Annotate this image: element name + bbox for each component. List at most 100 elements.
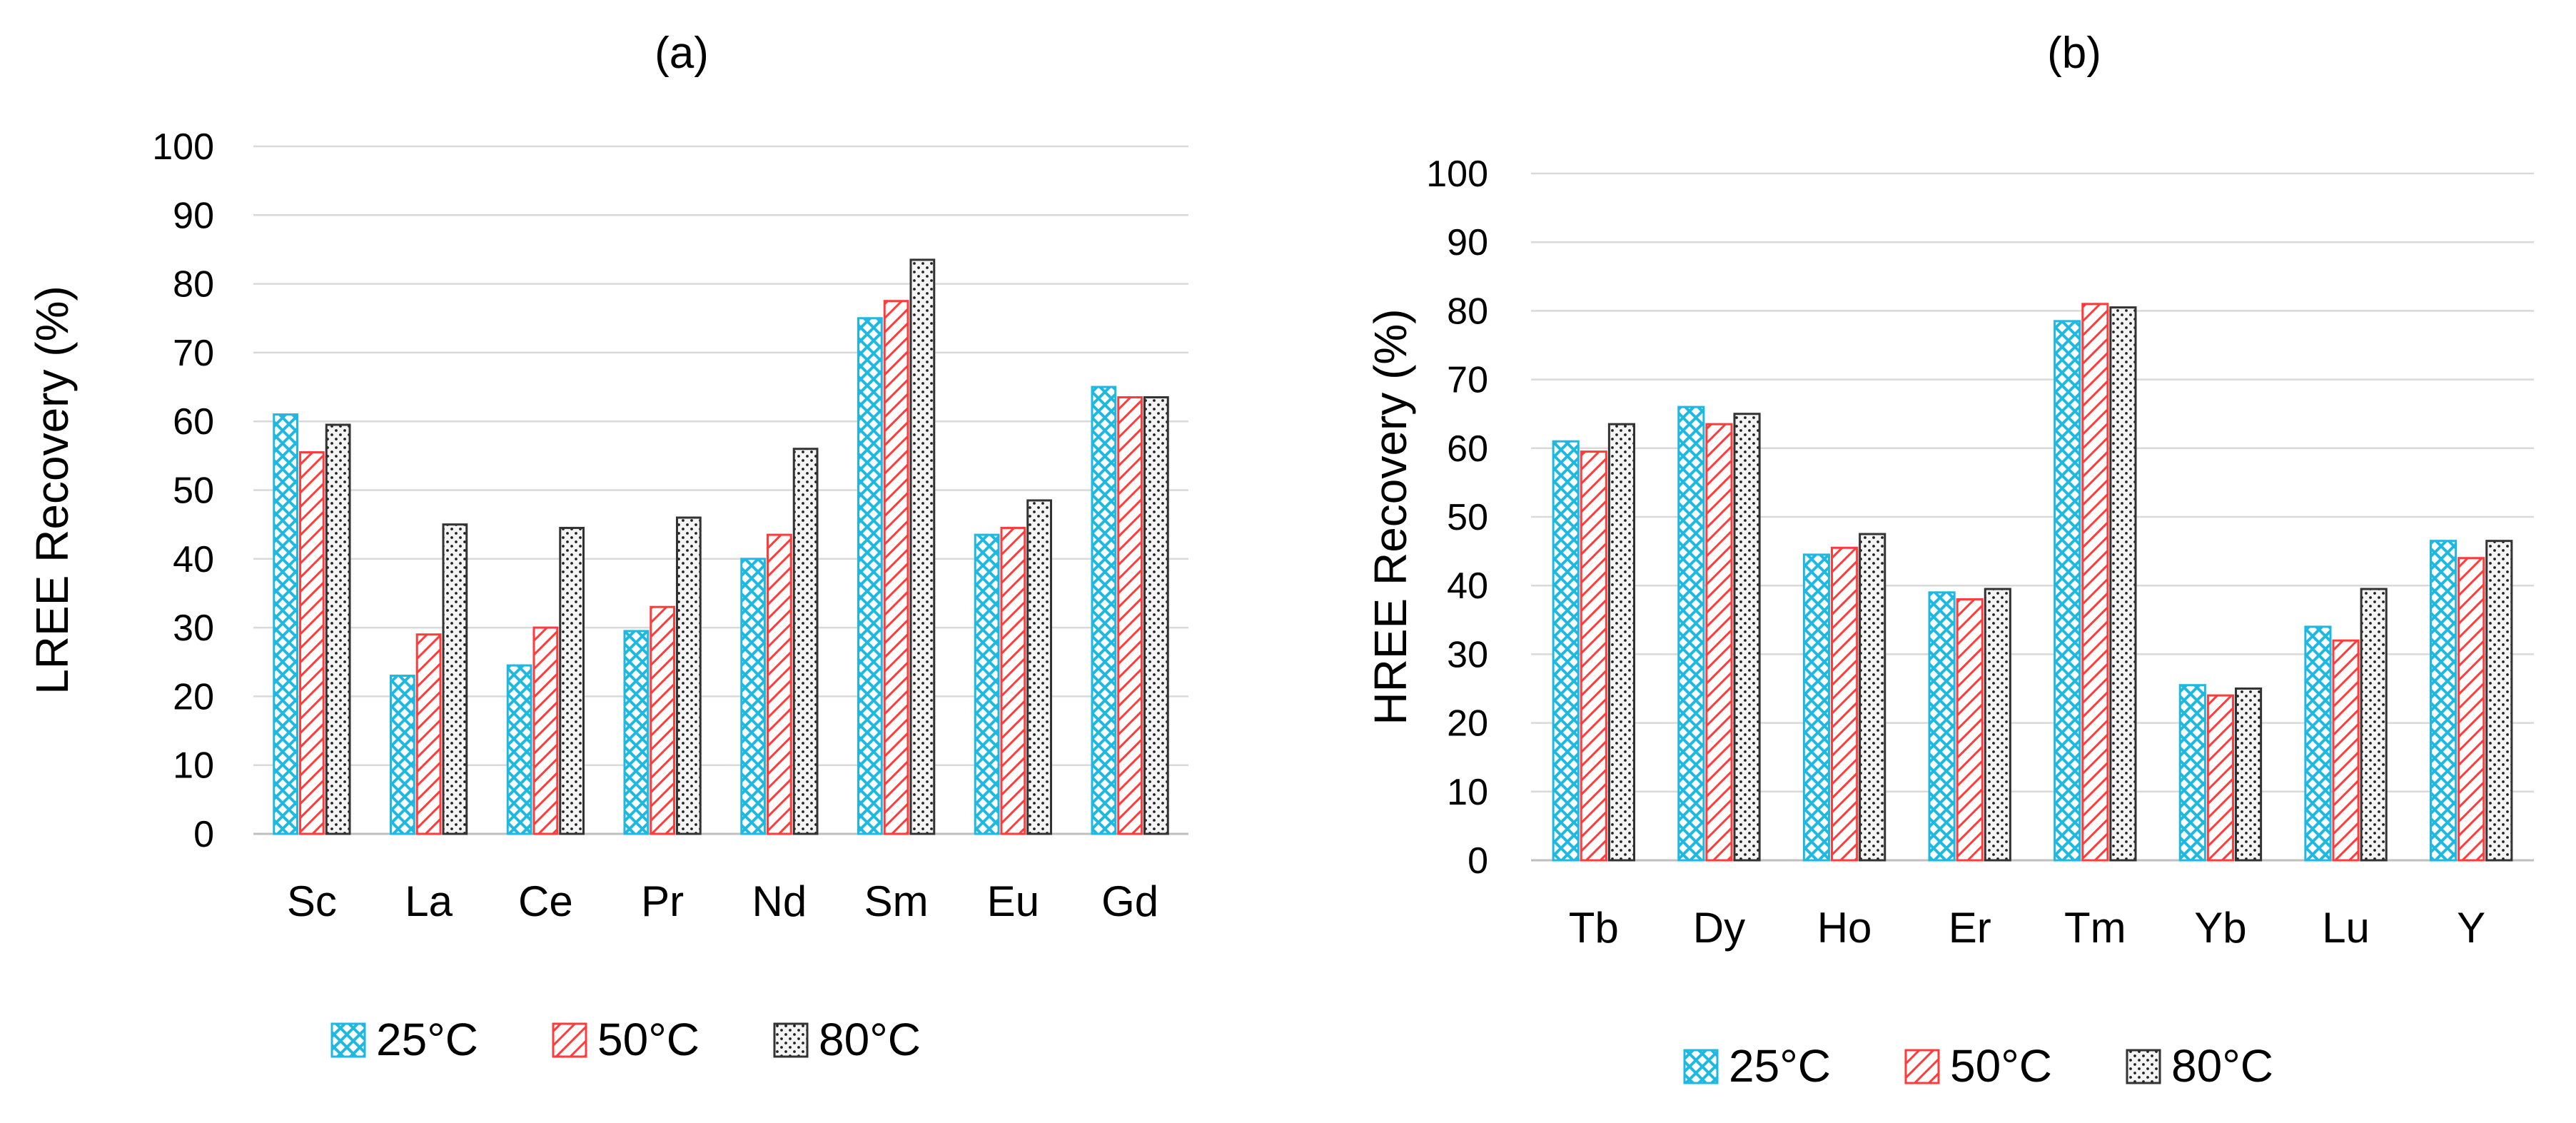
- legend-label-50c: 50°C: [597, 1014, 699, 1065]
- bar-lu-50c: [2332, 639, 2360, 862]
- y-tick-label: 30: [173, 608, 214, 649]
- y-tick-label: 100: [152, 126, 214, 168]
- legend-swatch-80c: [773, 1022, 809, 1058]
- bar-sm-80c: [909, 258, 936, 835]
- bar-pr-80c: [676, 516, 702, 835]
- legend-swatch-25c: [1683, 1049, 1719, 1084]
- bar-eu-80c: [1026, 499, 1052, 835]
- legend-swatch-50c: [552, 1022, 587, 1058]
- bar-ce-80c: [559, 526, 585, 835]
- y-tick-label: 60: [1447, 428, 1488, 470]
- y-tick-label: 50: [173, 470, 214, 512]
- bar-ho-50c: [1831, 546, 1859, 862]
- bar-ho-80c: [1859, 533, 1886, 862]
- bar-la-50c: [415, 633, 442, 835]
- y-tick-label: 10: [1447, 772, 1488, 813]
- y-tick-label: 50: [1447, 497, 1488, 538]
- bar-gd-80c: [1143, 396, 1169, 835]
- bar-la-80c: [442, 523, 468, 835]
- bar-tb-80c: [1607, 423, 1635, 862]
- x-tick-label: Nd: [752, 877, 807, 925]
- x-tick-label: Lu: [2322, 904, 2370, 952]
- y-tick-label: 0: [1468, 840, 1488, 882]
- bar-y-25c: [2430, 540, 2458, 862]
- legend-swatch-80c: [2126, 1049, 2161, 1084]
- y-tick-label: 40: [173, 539, 214, 580]
- y-tick-label: 40: [1447, 565, 1488, 607]
- bar-sm-50c: [883, 300, 909, 835]
- bar-dy-25c: [1677, 406, 1705, 862]
- x-tick-label: Sm: [864, 877, 929, 925]
- bar-nd-25c: [740, 558, 766, 835]
- y-tick-label: 70: [173, 333, 214, 374]
- x-tick-label: Ho: [1817, 904, 1872, 952]
- bar-yb-80c: [2235, 688, 2263, 862]
- bar-pr-50c: [650, 605, 675, 835]
- bar-dy-50c: [1705, 423, 1733, 862]
- bar-sc-80c: [325, 423, 351, 835]
- y-tick-label: 20: [1447, 703, 1488, 745]
- bar-tm-50c: [2081, 303, 2109, 862]
- bar-tb-25c: [1552, 440, 1580, 862]
- legend-swatch-25c: [330, 1022, 366, 1058]
- bar-eu-50c: [1000, 526, 1026, 835]
- bar-nd-50c: [767, 533, 792, 835]
- x-tick-label: La: [405, 877, 453, 925]
- bar-ho-25c: [1802, 553, 1830, 862]
- bar-er-25c: [1928, 591, 1956, 862]
- chart-panel-a: (a) LREE Recovery (%) 0 10 20 30 40 50 60 70 80 90 1…: [26, 29, 1188, 1065]
- bar-dy-80c: [1733, 413, 1761, 862]
- y-tick-label: 30: [1447, 634, 1488, 675]
- bar-sc-25c: [273, 413, 298, 835]
- bar-er-80c: [1984, 588, 2011, 862]
- y-tick-label: 20: [173, 676, 214, 717]
- bar-y-50c: [2458, 557, 2485, 862]
- x-tick-label: Er: [1949, 904, 1991, 952]
- y-axis-label: HREE Recovery (%): [1365, 308, 1416, 725]
- bar-y-80c: [2485, 540, 2513, 862]
- legend-label-25c: 25°C: [1729, 1040, 1831, 1092]
- bar-sm-25c: [857, 317, 883, 835]
- panel-title: (b): [2047, 29, 2101, 78]
- bar-ce-25c: [506, 664, 532, 835]
- chart-panel-b: (b) HREE Recovery (%) 0 10 20 30 40 50 60 70 80 90 1…: [1365, 29, 2534, 1092]
- bar-lu-80c: [2360, 588, 2388, 862]
- x-tick-label: Eu: [987, 877, 1039, 925]
- bar-tm-80c: [2109, 306, 2137, 862]
- bar-ce-50c: [532, 626, 559, 835]
- legend-label-80c: 80°C: [819, 1014, 921, 1065]
- bar-tm-25c: [2054, 320, 2081, 862]
- x-tick-label: Dy: [1693, 904, 1745, 952]
- legend-label-25c: 25°C: [376, 1014, 478, 1065]
- bar-eu-25c: [974, 533, 1000, 835]
- y-tick-label: 100: [1426, 153, 1488, 195]
- x-tick-label: Gd: [1101, 877, 1158, 925]
- bar-la-25c: [390, 675, 415, 835]
- x-tick-label: Pr: [641, 877, 684, 925]
- y-tick-label: 0: [193, 814, 214, 855]
- y-tick-label: 90: [173, 195, 214, 236]
- y-tick-label: 70: [1447, 360, 1488, 401]
- bar-er-50c: [1956, 598, 1984, 862]
- bar-yb-50c: [2206, 694, 2234, 862]
- panel-title: (a): [655, 29, 709, 78]
- y-tick-label: 60: [173, 401, 214, 443]
- x-tick-label: Tm: [2064, 904, 2126, 952]
- y-tick-label: 80: [173, 264, 214, 306]
- y-tick-label: 90: [1447, 222, 1488, 263]
- bar-yb-25c: [2178, 684, 2206, 862]
- x-tick-label: Y: [2457, 904, 2485, 952]
- bar-lu-25c: [2304, 625, 2332, 862]
- y-tick-label: 10: [173, 745, 214, 787]
- y-axis-label: LREE Recovery (%): [26, 286, 78, 695]
- x-tick-label: Ce: [518, 877, 573, 925]
- legend-label-80c: 80°C: [2171, 1040, 2273, 1092]
- legend-label-50c: 50°C: [1950, 1040, 2052, 1092]
- x-tick-label: Yb: [2194, 904, 2246, 952]
- x-tick-label: Sc: [287, 877, 337, 925]
- bar-nd-80c: [792, 448, 819, 835]
- y-tick-label: 80: [1447, 291, 1488, 332]
- bar-tb-50c: [1580, 450, 1607, 862]
- bar-gd-50c: [1117, 396, 1143, 835]
